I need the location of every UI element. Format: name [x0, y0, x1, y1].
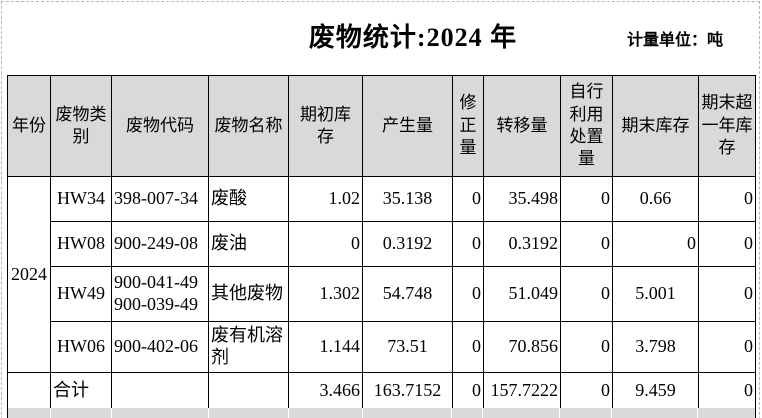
- cell-produced: 73.51: [362, 321, 453, 373]
- cell-initial-stock: 1.144: [288, 321, 363, 373]
- cell-code: 398-007-34: [111, 176, 209, 222]
- table-row-hw49: HW49 900-041-49 900-039-49 其他废物 1.302 54…: [8, 266, 756, 322]
- cell-ending-stock: 5.001: [612, 266, 699, 322]
- cell-code: 900-249-08: [111, 221, 209, 267]
- col-header-produced: 产生量: [362, 75, 453, 177]
- table-row-hw08: HW08 900-249-08 废油 0 0.3192 0 0.3192 0 0…: [8, 221, 756, 267]
- cell-year-empty: [7, 372, 51, 410]
- cell-ending-stock: 3.798: [612, 321, 699, 373]
- cell-ending-stock: 0: [612, 221, 699, 267]
- col-header-ending-stock: 期末库存: [612, 75, 699, 177]
- cell-name: 废油: [208, 221, 289, 267]
- cell-total-label: 合计: [50, 372, 112, 410]
- next-row-gray-strip: [7, 408, 756, 418]
- col-header-initial-stock: 期初库 存: [288, 75, 363, 177]
- unit-label: 计量单位：吨: [627, 32, 724, 49]
- waste-table: 年份 废物类 别 废物代码 废物名称 期初库 存 产生量 修 正 量 转移量 自…: [7, 75, 756, 410]
- cell-transferred: 51.049: [483, 266, 561, 322]
- cell-code: 900-402-06: [111, 321, 209, 373]
- table-row-hw34: 2024 HW34 398-007-34 废酸 1.02 35.138 0 35…: [7, 176, 756, 373]
- col-header-self-disposal: 自行 利用 处置 量: [560, 75, 613, 177]
- cell-produced: 0.3192: [362, 221, 453, 267]
- cell-name-empty: [208, 372, 289, 410]
- col-header-name: 废物名称: [208, 75, 289, 177]
- cell-corrected: 0: [452, 176, 484, 222]
- cell-self-disposal: 0: [560, 176, 613, 222]
- cell-ending-stock-total: 9.459: [612, 372, 699, 410]
- cell-transferred: 35.498: [483, 176, 561, 222]
- cell-category: HW49: [50, 266, 112, 322]
- table-row-hw06: HW06 900-402-06 废有机溶剂 1.144 73.51 0 70.8…: [8, 321, 756, 373]
- cell-transferred: 0.3192: [483, 221, 561, 267]
- cell-produced: 35.138: [362, 176, 453, 222]
- cell-self-disposal: 0: [560, 221, 613, 267]
- col-header-corrected: 修 正 量: [452, 75, 484, 177]
- cell-name: 其他废物: [208, 266, 289, 322]
- cell-over-one-year: 0: [698, 176, 756, 222]
- table-row-total: 合计 3.466 163.7152 0 157.7222 0 9.459 0: [7, 372, 756, 410]
- cell-over-one-year-total: 0: [698, 372, 756, 410]
- col-header-over-one-year: 期末超 一年库 存: [698, 75, 756, 177]
- cell-produced: 54.748: [362, 266, 453, 322]
- cell-produced-total: 163.7152: [362, 372, 453, 410]
- cell-initial-stock: 1.302: [288, 266, 363, 322]
- cell-name: 废有机溶剂: [208, 321, 289, 373]
- cell-category: HW06: [50, 321, 112, 373]
- cell-year: 2024: [7, 176, 51, 373]
- cell-ending-stock: 0.66: [612, 176, 699, 222]
- cell-transferred-total: 157.7222: [483, 372, 561, 410]
- cell-name: 废酸: [208, 176, 289, 222]
- col-header-category: 废物类 别: [50, 75, 112, 177]
- cell-category: HW34: [50, 176, 112, 222]
- cell-corrected-total: 0: [452, 372, 484, 410]
- cell-self-disposal: 0: [560, 266, 613, 322]
- cell-initial-stock: 0: [288, 221, 363, 267]
- cell-code-empty: [111, 372, 209, 410]
- cell-code: 900-041-49 900-039-49: [111, 266, 209, 322]
- cell-over-one-year: 0: [698, 221, 756, 267]
- col-header-code: 废物代码: [111, 75, 209, 177]
- cell-transferred: 70.856: [483, 321, 561, 373]
- cell-initial-stock: 1.02: [288, 176, 363, 222]
- cell-initial-stock-total: 3.466: [288, 372, 363, 410]
- cell-self-disposal: 0: [560, 321, 613, 373]
- cell-corrected: 0: [452, 321, 484, 373]
- cell-corrected: 0: [452, 266, 484, 322]
- col-header-transferred: 转移量: [483, 75, 561, 177]
- cell-corrected: 0: [452, 221, 484, 267]
- page-title: 废物统计:2024 年: [308, 23, 518, 52]
- cell-self-disposal-total: 0: [560, 372, 613, 410]
- header-row: 年份 废物类 别 废物代码 废物名称 期初库 存 产生量 修 正 量 转移量 自…: [7, 75, 756, 177]
- cell-over-one-year: 0: [698, 321, 756, 373]
- cell-over-one-year: 0: [698, 266, 756, 322]
- col-header-year: 年份: [7, 75, 51, 177]
- cell-category: HW08: [50, 221, 112, 267]
